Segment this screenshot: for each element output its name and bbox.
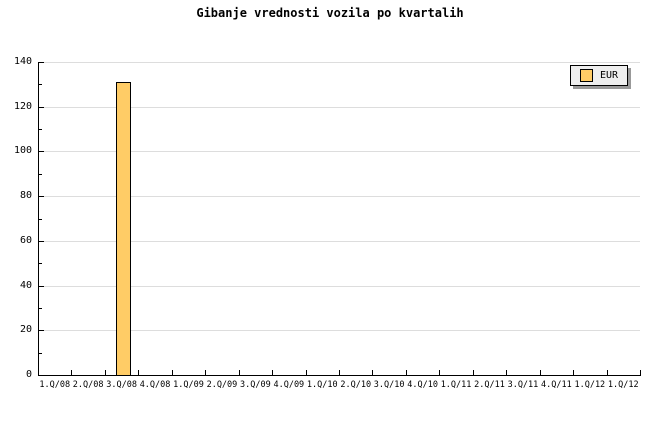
- gridline: [38, 240, 640, 242]
- x-tick-label: 1.Q/12: [574, 380, 606, 390]
- x-tick-label: 1.Q/08: [39, 380, 71, 390]
- x-tick-label: 1.Q/10: [306, 380, 338, 390]
- x-tick: [305, 370, 307, 375]
- x-tick-label: 4.Q/10: [407, 380, 438, 390]
- x-tick-label: 2.Q/10: [340, 380, 372, 390]
- x-tick: [472, 370, 474, 375]
- y-tick: [39, 62, 44, 63]
- x-tick-label: 4.Q/09: [273, 380, 305, 390]
- x-tick: [138, 370, 140, 375]
- y-tick-label: 140: [13, 56, 32, 67]
- y-tick-label: 40: [19, 279, 32, 291]
- x-tick-label: 4.Q/11: [541, 380, 572, 390]
- x-tick-label: 1.Q/12: [607, 380, 639, 390]
- x-tick-label: 1.Q/11: [440, 380, 472, 390]
- x-tick-label: 3.Q/11: [507, 380, 539, 390]
- x-tick: [606, 370, 608, 375]
- y-minor-tick: [39, 218, 42, 220]
- y-tick-label: 80: [19, 190, 32, 202]
- y-minor-tick: [39, 307, 42, 309]
- x-tick-label: 3.Q/10: [373, 380, 405, 390]
- x-tick: [640, 370, 641, 375]
- x-tick-label: 3.Q/08: [106, 380, 137, 390]
- x-tick: [171, 370, 173, 375]
- x-tick-label: 2.Q/09: [206, 380, 238, 390]
- x-tick: [439, 370, 441, 375]
- chart-title: Gibanje vrednosti vozila po kvartalih: [196, 6, 464, 20]
- y-minor-tick: [39, 84, 42, 86]
- y-axis-line: [38, 62, 39, 375]
- y-tick: [39, 151, 44, 153]
- gridline: [38, 151, 640, 153]
- y-tick: [39, 196, 44, 198]
- x-tick: [506, 370, 508, 375]
- y-tick-label: 120: [13, 100, 32, 112]
- x-tick: [104, 370, 106, 375]
- x-tick-label: 2.Q/08: [72, 380, 104, 390]
- y-tick: [39, 240, 44, 242]
- x-tick: [272, 370, 274, 375]
- gridline: [38, 106, 640, 108]
- x-tick: [205, 370, 207, 375]
- x-axis-line: [38, 375, 641, 376]
- y-minor-tick: [39, 352, 42, 354]
- y-tick: [39, 330, 44, 332]
- x-tick-label: 3.Q/09: [240, 380, 271, 390]
- y-tick: [39, 106, 44, 108]
- gridline: [38, 285, 640, 287]
- y-minor-tick: [39, 129, 42, 131]
- y-minor-tick: [39, 173, 42, 175]
- legend-swatch-icon: [580, 69, 593, 82]
- y-tick: [39, 375, 44, 376]
- x-tick-label: 1.Q/09: [173, 380, 204, 390]
- x-tick: [372, 370, 374, 375]
- x-tick-label: 4.Q/08: [139, 380, 171, 390]
- gridline: [38, 330, 640, 332]
- x-tick-label: 2.Q/11: [474, 380, 505, 390]
- x-tick: [71, 370, 73, 375]
- y-tick-label: 100: [13, 145, 32, 157]
- y-minor-tick: [39, 263, 42, 265]
- gridline: [38, 196, 640, 198]
- x-tick: [339, 370, 340, 375]
- x-tick: [38, 370, 39, 375]
- bar-3q08: [116, 82, 132, 375]
- x-tick: [539, 370, 541, 375]
- y-tick: [39, 285, 44, 287]
- gridline: [38, 62, 640, 63]
- legend-series-label: EUR: [600, 69, 619, 81]
- legend: EUR: [570, 65, 628, 86]
- y-tick-label: 20: [19, 324, 32, 336]
- x-tick: [238, 370, 240, 375]
- y-tick-label: 60: [19, 234, 32, 246]
- x-tick: [573, 370, 575, 375]
- x-tick: [405, 370, 407, 375]
- y-tick-label: 0: [25, 369, 32, 380]
